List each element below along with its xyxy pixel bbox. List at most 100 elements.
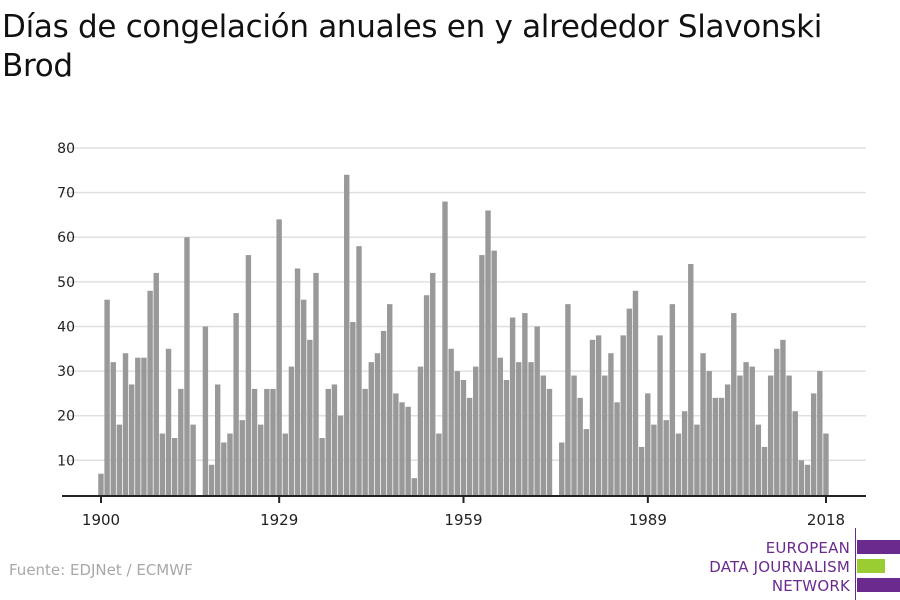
bar-1980 [589, 339, 596, 496]
bar-1991 [657, 335, 663, 496]
bar-1990 [651, 424, 657, 496]
bar-2011 [780, 339, 786, 496]
chart-title: Días de congelación anuales en y alreded… [2, 9, 823, 84]
logo-bar-green [857, 559, 885, 573]
x-tick-label: 1989 [629, 511, 667, 529]
bar-1976 [565, 304, 571, 496]
bar-1999 [706, 371, 712, 496]
x-tick-label: 1959 [444, 511, 482, 529]
bar-1961 [473, 366, 479, 496]
bar-1931 [288, 366, 295, 496]
bar-1909 [153, 272, 159, 496]
bar-2004 [737, 375, 743, 496]
bar-1912 [171, 438, 178, 496]
bar-1910 [159, 433, 166, 496]
bar-1973 [546, 388, 553, 496]
bar-1957 [448, 348, 454, 496]
bar-2013 [792, 411, 798, 496]
bar-1960 [466, 397, 473, 496]
logo-line-1: EUROPEAN [765, 539, 850, 557]
y-tick-label: 40 [57, 319, 75, 335]
logo-bar-purple-bottom [857, 578, 900, 592]
bar-1944 [368, 362, 374, 496]
source-note: Fuente: EDJNet / ECMWF [9, 561, 193, 579]
bar-1997 [694, 424, 700, 496]
bar-1933 [301, 299, 307, 496]
bar-1977 [571, 375, 577, 496]
bar-1903 [116, 424, 123, 496]
bar-1965 [497, 357, 504, 496]
bar-2007 [755, 424, 762, 496]
y-tick-label: 30 [57, 364, 75, 380]
bar-1902 [110, 362, 116, 496]
bar-1925 [251, 388, 258, 496]
bar-2006 [749, 366, 755, 496]
bar-2000 [712, 397, 719, 496]
bar-1915 [190, 424, 196, 496]
bar-1929 [276, 219, 282, 496]
bar-1905 [128, 384, 135, 496]
bar-1946 [380, 330, 387, 496]
y-tick-label: 60 [57, 230, 75, 246]
bar-1993 [669, 304, 676, 496]
x-axis: 1900 1929 1959 1989 2018 [82, 496, 845, 529]
bar-1948 [393, 393, 399, 496]
bar-1900 [98, 473, 104, 496]
bar-1984 [614, 402, 620, 496]
logo-divider [855, 528, 856, 600]
x-tick-label: 1929 [260, 511, 298, 529]
bar-1998 [700, 353, 706, 496]
x-tick-label: 1900 [82, 511, 120, 529]
bar-1985 [620, 335, 626, 496]
bar-1939 [337, 415, 344, 496]
bar-1945 [374, 353, 381, 496]
bar-1959 [460, 380, 467, 496]
bar-1901 [104, 299, 110, 496]
bar-1995 [681, 411, 688, 496]
bar-1935 [313, 272, 319, 496]
bar-1992 [663, 420, 669, 496]
bar-1908 [147, 290, 153, 496]
y-tick-label: 20 [57, 409, 75, 425]
y-tick-label: 70 [57, 186, 75, 202]
bar-1950 [405, 406, 411, 496]
bar-1983 [608, 353, 614, 496]
bar-1996 [688, 264, 694, 496]
bar-1940 [344, 174, 350, 496]
bar-1923 [239, 420, 245, 496]
bar-1994 [675, 433, 682, 496]
bar-2010 [774, 348, 780, 496]
x-tick-label: 2018 [807, 511, 845, 529]
bar-1982 [602, 375, 608, 496]
bar-1978 [577, 397, 583, 496]
bar-1911 [165, 348, 172, 496]
bar-1952 [417, 366, 424, 496]
bar-1955 [436, 433, 442, 496]
bar-1953 [423, 295, 430, 496]
bar-1932 [294, 268, 301, 496]
bar-2005 [743, 362, 749, 496]
bar-1988 [638, 446, 645, 496]
bar-1928 [270, 388, 276, 496]
bar-2016 [810, 393, 817, 496]
bar-1943 [362, 388, 368, 496]
logo-line-2: DATA JOURNALISM [709, 558, 850, 576]
bar-2014 [798, 460, 805, 496]
y-tick-label: 10 [57, 453, 75, 469]
bar-1967 [509, 317, 516, 496]
bar-1962 [479, 255, 485, 496]
bar-1989 [645, 393, 651, 496]
bar-1914 [184, 237, 190, 496]
bars [98, 174, 829, 497]
bar-1970 [528, 362, 534, 496]
bar-1904 [122, 353, 129, 496]
bar-1920 [221, 442, 227, 496]
bar-1913 [178, 388, 184, 496]
bar-1917 [202, 326, 209, 496]
bar-1906 [135, 357, 141, 496]
bar-1936 [319, 438, 325, 496]
bar-1926 [257, 424, 264, 496]
bar-1958 [454, 371, 461, 496]
bar-2015 [804, 464, 811, 496]
